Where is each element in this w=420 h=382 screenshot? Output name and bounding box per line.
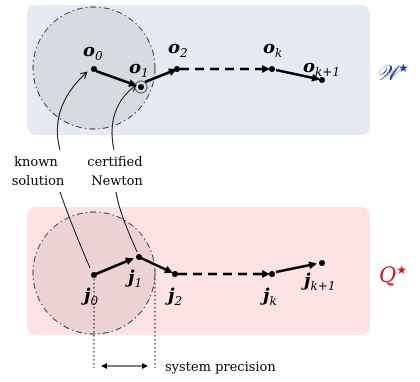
certified-newton-lead-down — [115, 191, 138, 253]
known-solution-lead-down — [59, 191, 91, 269]
label-j0: j0 — [81, 285, 99, 308]
label-o1: o1 — [129, 57, 149, 80]
node-o0 — [91, 66, 97, 72]
top-panel-label: 𝒲★ — [376, 61, 409, 85]
label-jk1: jk+1 — [301, 270, 335, 293]
arrow-ok-ok1 — [275, 68, 320, 82]
bottom-panel-label: Q★ — [379, 263, 407, 287]
node-jk1 — [319, 260, 325, 266]
arrow-o1-o2 — [144, 68, 177, 84]
arrow-j0-j1 — [95, 257, 134, 276]
node-ok1 — [319, 77, 325, 83]
label-jk: jk — [260, 285, 277, 308]
node-j2 — [172, 271, 178, 277]
system-precision-label: system precision — [165, 360, 276, 375]
label-o2: o2 — [168, 37, 188, 60]
arrow-o0-o1 — [95, 69, 137, 87]
label-j1: j1 — [125, 267, 142, 290]
known-solution-label: known solution — [12, 155, 65, 189]
node-j1 — [136, 254, 142, 260]
label-ok1: ok+1 — [303, 56, 340, 79]
label-j2: j2 — [165, 285, 182, 308]
label-ok: ok — [263, 37, 282, 60]
node-o1 — [138, 84, 144, 90]
label-o0: o0 — [83, 40, 103, 63]
node-j0 — [91, 272, 97, 278]
node-o2 — [174, 66, 180, 72]
node-ok — [269, 66, 275, 72]
certified-newton-label: certified Newton — [87, 155, 146, 189]
known-solution-curve — [56, 73, 86, 151]
arrow-jk-jk1 — [275, 261, 317, 274]
arrow-j1-j2 — [140, 256, 173, 274]
node-jk — [269, 271, 275, 277]
certified-newton-curve — [111, 86, 135, 151]
